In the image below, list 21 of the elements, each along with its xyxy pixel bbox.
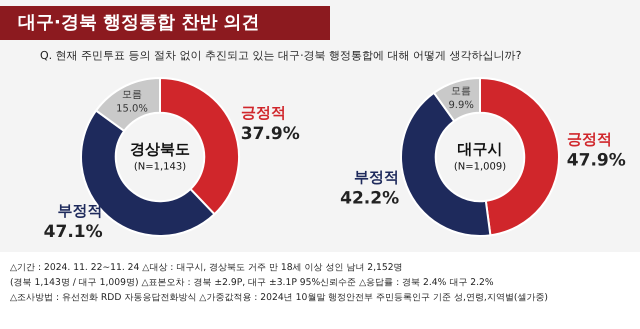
data-label: 42.2% <box>340 188 400 208</box>
slice-label: 긍정적 <box>240 104 286 122</box>
slice-label: 부정적 <box>58 201 103 220</box>
text: 경상북도 <box>130 140 190 158</box>
text: (N=1,009) <box>454 162 506 173</box>
text: (N=1,143) <box>134 162 186 173</box>
slice-label: 모름 <box>122 90 142 101</box>
data-label: 47.1% <box>44 222 103 242</box>
data-label: 37.9% <box>240 124 300 144</box>
text: △조사방법 : 유선전화 RDD 자동응답전화방식 △가중값적용 : 2024년 10월말 행정안전부 주민등록인구 기준 성,연령,지역별(셀가중) <box>10 291 549 305</box>
data-label: 15.0% <box>116 104 148 115</box>
chart-title: 대구·경북 행정통합 찬반 의견 <box>0 6 330 40</box>
slice-label: 모름 <box>451 86 472 97</box>
data-label: 9.9% <box>448 100 474 111</box>
slice-label: 긍정적 <box>566 130 612 148</box>
text: 대구시 <box>458 140 502 158</box>
data-label: 47.9% <box>566 150 626 171</box>
text: △기간 : 2024. 11. 22~11. 24 △대상 : 대구시, 경상북도 거주 만 18세 이상 성인 남녀 2,152명 <box>10 261 404 275</box>
text: (경북 1,143명 / 대구 1,009명) △표본오차 : 경북 ±2.9P, 대구 ±3.1P 95%신뢰수준 △응답률 : 경북 2.4% 대구 2.2% <box>10 276 495 290</box>
slice-label: 부정적 <box>354 168 400 186</box>
chart-subtitle: Q. 현재 주민투표 등의 절차 없이 추진되고 있는 대구·경북 행정통합에 대해 어떻게 생각하십니까? <box>40 48 522 63</box>
